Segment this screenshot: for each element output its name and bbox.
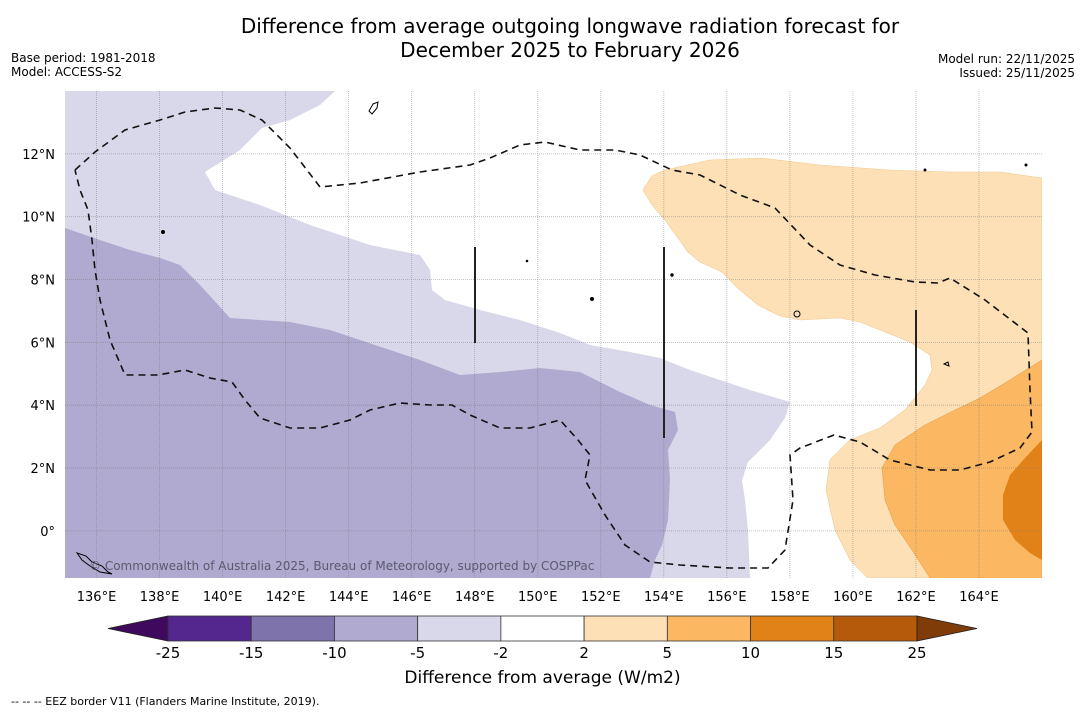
lon-tick-label: 136°E bbox=[77, 590, 117, 605]
colorbar-bin bbox=[167, 615, 252, 642]
colorbar-bin bbox=[250, 615, 335, 642]
colorbar-tick-label: 10 bbox=[741, 644, 760, 662]
lon-tick-label: 164°E bbox=[959, 590, 999, 605]
colorbar-extend-low bbox=[107, 615, 169, 642]
copyright-text: © Commonwealth of Australia 2025, Bureau… bbox=[89, 559, 594, 573]
base-period: Base period: 1981-2018 bbox=[11, 51, 156, 65]
lon-tick-label: 140°E bbox=[203, 590, 243, 605]
lon-tick-label: 138°E bbox=[140, 590, 180, 605]
island-atoll bbox=[1024, 163, 1028, 167]
lon-tick-label: 150°E bbox=[518, 590, 558, 605]
colorbar-bin bbox=[500, 615, 585, 642]
islands bbox=[75, 101, 1028, 575]
gridlines bbox=[65, 91, 1042, 578]
title-line-2: December 2025 to February 2026 bbox=[400, 38, 740, 62]
lon-tick-label: 148°E bbox=[455, 590, 495, 605]
lat-tick-label: 12°N bbox=[22, 148, 55, 163]
island-atoll bbox=[670, 273, 674, 277]
model-name: Model: ACCESS-S2 bbox=[11, 65, 123, 79]
lon-tick-label: 162°E bbox=[896, 590, 936, 605]
longitude-labels: 136°E 138°E 140°E 142°E 144°E 146°E 148°E 150°E… bbox=[77, 590, 999, 605]
issued-date: Issued: 25/11/2025 bbox=[959, 66, 1075, 80]
colorbar-tick-label: 15 bbox=[824, 644, 843, 662]
colorbar-bin bbox=[833, 615, 918, 642]
lat-tick-label: 8°N bbox=[31, 274, 56, 289]
island-atoll bbox=[161, 230, 165, 234]
model-run: Model run: 22/11/2025 bbox=[937, 52, 1075, 66]
island-guam bbox=[368, 101, 379, 115]
colorbar-tick-label: 5 bbox=[663, 644, 673, 662]
colorbar-tick-label: -2 bbox=[493, 644, 508, 662]
island-png-north bbox=[75, 552, 113, 575]
colorbar-bin bbox=[750, 615, 835, 642]
lon-tick-label: 146°E bbox=[392, 590, 432, 605]
lon-tick-label: 142°E bbox=[266, 590, 306, 605]
colorbar-tick-label: -5 bbox=[410, 644, 425, 662]
lon-tick-label: 154°E bbox=[644, 590, 684, 605]
colorbar-tick-label: -25 bbox=[156, 644, 181, 662]
colorbar-bin bbox=[583, 615, 668, 642]
title-line-1: Difference from average outgoing longwav… bbox=[240, 14, 900, 38]
lon-tick-label: 144°E bbox=[329, 590, 369, 605]
colorbar-bin bbox=[417, 615, 502, 642]
colorbar-tick-label: 25 bbox=[907, 644, 926, 662]
island-kosrae bbox=[942, 361, 950, 367]
island-atoll bbox=[923, 168, 927, 172]
colorbar-tick-label: -10 bbox=[322, 644, 347, 662]
lat-tick-label: 6°N bbox=[31, 336, 56, 351]
map-plot-area: © Commonwealth of Australia 2025, Bureau… bbox=[65, 91, 1042, 578]
eez-borders bbox=[74, 107, 1033, 569]
meta-right: Model run: 22/11/2025 Issued: 25/11/2025 bbox=[938, 52, 1075, 80]
lon-tick-label: 152°E bbox=[581, 590, 621, 605]
lat-tick-label: 4°N bbox=[31, 399, 56, 414]
station-markers bbox=[474, 247, 917, 438]
island-pohnpei bbox=[793, 310, 801, 318]
lon-tick-label: 158°E bbox=[770, 590, 810, 605]
anomaly-region-neg10-neg5 bbox=[65, 228, 678, 578]
island-atoll bbox=[590, 297, 594, 301]
lat-tick-label: 2°N bbox=[31, 462, 56, 477]
colorbar: -25 -15 -10 -5 -2 2 5 10 15 25 bbox=[107, 615, 978, 662]
colorbar-tick-label: 2 bbox=[579, 644, 589, 662]
lat-tick-label: 10°N bbox=[22, 211, 55, 226]
eez-legend-text: -- -- -- EEZ border V11 (Flanders Marine… bbox=[11, 695, 320, 708]
lon-tick-label: 160°E bbox=[833, 590, 873, 605]
eez-border-palau-fsm-west bbox=[74, 107, 1033, 569]
colorbar-bin bbox=[334, 615, 419, 642]
colorbar-bin bbox=[666, 615, 751, 642]
chart-title: Difference from average outgoing longwav… bbox=[0, 14, 1085, 62]
colorbar-label: Difference from average (W/m2) bbox=[404, 668, 681, 688]
meta-left: Base period: 1981-2018 Model: ACCESS-S2 bbox=[11, 51, 156, 79]
anomaly-region-10-15 bbox=[1003, 440, 1042, 560]
colorbar-extend-high bbox=[916, 615, 978, 642]
lat-tick-label: 0° bbox=[40, 525, 55, 540]
lon-tick-label: 156°E bbox=[707, 590, 747, 605]
island-atoll bbox=[525, 259, 529, 263]
latitude-labels: 12°N 10°N 8°N 6°N 4°N 2°N 0° bbox=[22, 148, 55, 540]
colorbar-tick-label: -15 bbox=[239, 644, 264, 662]
